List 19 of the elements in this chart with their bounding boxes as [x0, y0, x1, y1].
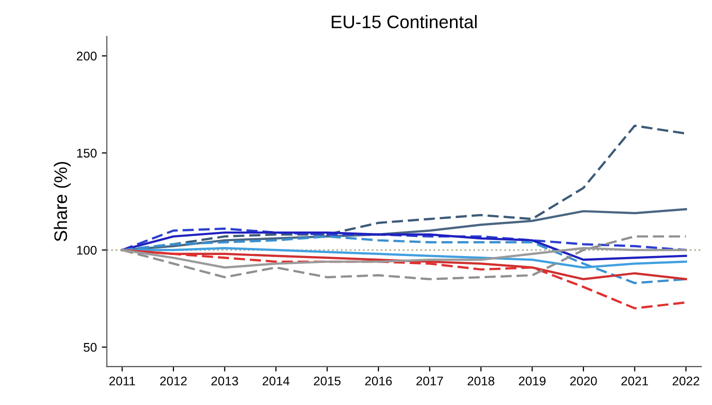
chart-title: EU-15 Continental: [332, 15, 477, 28]
x-tick-label: 2016: [365, 376, 392, 386]
x-tick-label: 2012: [160, 376, 187, 386]
y-tick-label: 200: [76, 52, 97, 61]
x-tick-label: 2018: [468, 376, 494, 386]
y-tick-label: 150: [77, 148, 97, 158]
y-tick-label: 50: [84, 342, 97, 352]
x-tick-label: 2011: [109, 376, 136, 386]
x-tick-label: 2021: [621, 376, 648, 386]
x-tick-label: 2019: [518, 376, 546, 386]
line-series: [121, 231, 688, 261]
x-tick-label: 2013: [211, 376, 238, 386]
x-tick-label: 2014: [262, 376, 290, 386]
x-tick-label: 2015: [314, 376, 341, 386]
x-tick-label: 2020: [570, 376, 597, 386]
x-tick-label: 2017: [416, 376, 443, 386]
x-tick-label: 2022: [672, 376, 700, 386]
y-tick-label: 100: [77, 246, 97, 255]
y-axis-title: Share (%): [54, 162, 71, 242]
